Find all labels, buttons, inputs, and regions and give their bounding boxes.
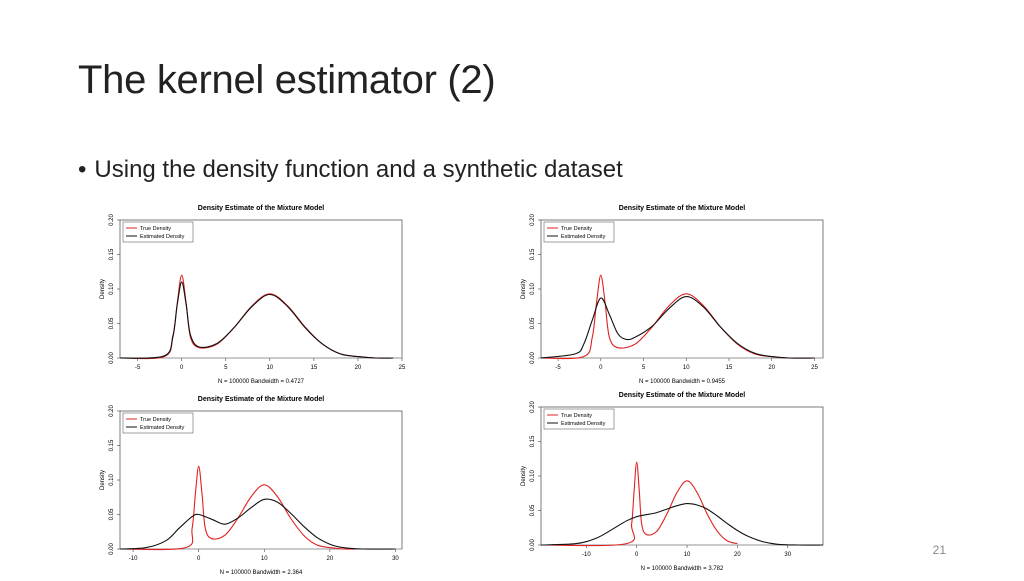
density-plot-2-svg: Density Estimate of the Mixture Model 0.0… xyxy=(521,205,824,385)
x-tick-label: 30 xyxy=(392,556,399,562)
x-axis-label: N = 100000 Bandwidth = 2.364 xyxy=(220,570,303,576)
x-tick-label: 15 xyxy=(311,365,318,371)
legend-label: Estimated Density xyxy=(140,425,185,431)
x-tick-label: 0 xyxy=(599,365,603,371)
x-tick-label: 30 xyxy=(784,552,791,558)
y-tick-label: 0.10 xyxy=(109,474,115,486)
true-density-line xyxy=(119,465,357,551)
chart-title: Density Estimate of the Mixture Model xyxy=(198,205,324,212)
x-axis-label: N = 100000 Bandwidth = 3.782 xyxy=(641,566,724,572)
chart-title: Density Estimate of the Mixture Model xyxy=(619,392,745,399)
legend-box xyxy=(122,221,194,243)
bullet-text: Using the density function and a synthet… xyxy=(94,156,623,183)
page-number: 21 xyxy=(932,543,946,557)
y-tick-label: 0.05 xyxy=(109,317,115,329)
true-density-line xyxy=(540,274,815,360)
chart-title: Density Estimate of the Mixture Model xyxy=(198,396,324,403)
y-tick-label: 0.05 xyxy=(530,317,536,329)
legend-label: Estimated Density xyxy=(561,421,606,427)
estimated-density-line xyxy=(119,498,396,550)
x-tick-label: 0 xyxy=(197,556,201,562)
x-tick-label: -10 xyxy=(582,552,591,558)
bullet-icon: • xyxy=(78,156,87,183)
x-tick-label: 0 xyxy=(180,365,184,371)
x-tick-label: 20 xyxy=(355,365,362,371)
x-tick-label: 25 xyxy=(811,365,818,371)
density-plot-3-svg: Density Estimate of the Mixture Model 0.0… xyxy=(100,396,403,576)
legend-box xyxy=(543,221,615,243)
x-tick-label: 10 xyxy=(266,365,273,371)
y-axis-label: Density xyxy=(100,470,106,490)
legend-label: True Density xyxy=(561,413,592,419)
x-tick-label: 5 xyxy=(224,365,228,371)
legend-label: Estimated Density xyxy=(561,234,606,240)
x-tick-label: -5 xyxy=(555,365,561,371)
x-tick-label: 20 xyxy=(327,556,334,562)
density-plot-2: Density Estimate of the Mixture Model 0.0… xyxy=(513,200,833,390)
y-tick-label: 0.20 xyxy=(530,214,536,226)
y-tick-label: 0.20 xyxy=(109,405,115,417)
y-tick-label: 0.00 xyxy=(109,543,115,555)
legend-label: Estimated Density xyxy=(140,234,185,240)
y-tick-label: 0.10 xyxy=(530,470,536,482)
estimated-density-line xyxy=(540,503,824,546)
y-axis-label: Density xyxy=(521,279,527,299)
y-tick-label: 0.15 xyxy=(109,439,115,451)
density-plot-4-svg: Density Estimate of the Mixture Model 0.0… xyxy=(521,392,824,572)
y-tick-label: 0.20 xyxy=(530,401,536,413)
x-tick-label: 0 xyxy=(635,552,639,558)
x-tick-label: 10 xyxy=(684,552,691,558)
density-plot-3: Density Estimate of the Mixture Model 0.0… xyxy=(92,391,412,581)
x-axis-label: N = 100000 Bandwidth = 0.4727 xyxy=(218,379,305,385)
x-tick-label: 15 xyxy=(726,365,733,371)
x-tick-label: 25 xyxy=(399,365,406,371)
x-axis-label: N = 100000 Bandwidth = 0.9455 xyxy=(639,379,726,385)
y-axis-label: Density xyxy=(521,466,527,486)
x-tick-label: 10 xyxy=(683,365,690,371)
density-plot-1-svg: Density Estimate of the Mixture Model 0.0… xyxy=(100,205,406,385)
legend-label: True Density xyxy=(140,417,171,423)
density-plot-1: Density Estimate of the Mixture Model 0.0… xyxy=(92,200,412,390)
y-tick-label: 0.00 xyxy=(530,352,536,364)
estimated-density-line xyxy=(119,281,394,359)
y-tick-label: 0.10 xyxy=(109,283,115,295)
x-tick-label: 20 xyxy=(734,552,741,558)
y-tick-label: 0.05 xyxy=(109,508,115,520)
legend-label: True Density xyxy=(561,226,592,232)
true-density-line xyxy=(119,274,394,360)
legend-label: True Density xyxy=(140,226,171,232)
chart-title: Density Estimate of the Mixture Model xyxy=(619,205,745,212)
y-tick-label: 0.15 xyxy=(530,248,536,260)
y-tick-label: 0.10 xyxy=(530,283,536,295)
x-tick-label: -5 xyxy=(135,365,141,371)
estimated-density-line xyxy=(540,296,815,359)
x-tick-label: -10 xyxy=(129,556,138,562)
x-tick-label: 20 xyxy=(768,365,775,371)
y-tick-label: 0.20 xyxy=(109,214,115,226)
y-tick-label: 0.15 xyxy=(530,435,536,447)
y-tick-label: 0.15 xyxy=(109,248,115,260)
bullet-item: • Using the density function and a synthe… xyxy=(78,156,623,184)
density-plot-4: Density Estimate of the Mixture Model 0.0… xyxy=(513,387,833,577)
y-axis-label: Density xyxy=(100,279,106,299)
true-density-line xyxy=(540,461,738,547)
y-tick-label: 0.00 xyxy=(530,539,536,551)
x-tick-label: 10 xyxy=(261,556,268,562)
legend-box xyxy=(543,408,615,430)
y-tick-label: 0.00 xyxy=(109,352,115,364)
y-tick-label: 0.05 xyxy=(530,504,536,516)
x-tick-label: 5 xyxy=(642,365,646,371)
slide-title: The kernel estimator (2) xyxy=(78,58,496,102)
legend-box xyxy=(122,412,194,434)
